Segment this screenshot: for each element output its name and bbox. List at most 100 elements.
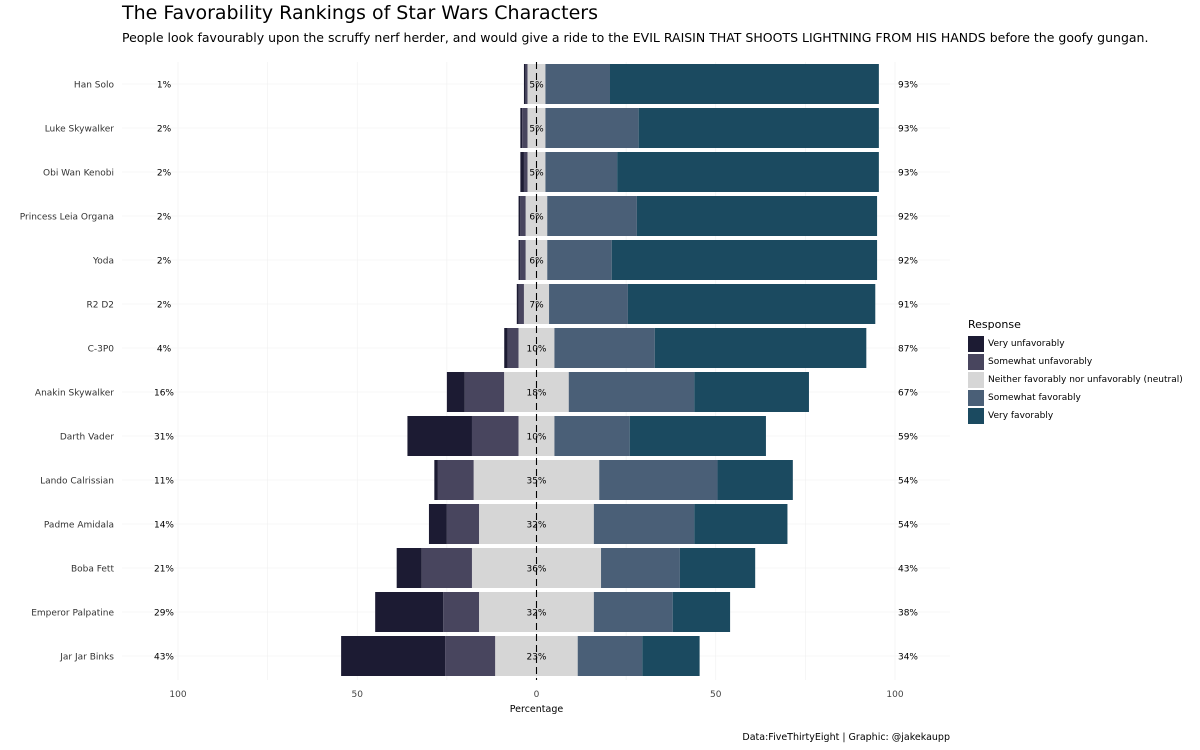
bar-segment xyxy=(654,328,867,368)
legend-item: Very favorably xyxy=(968,407,1183,425)
bar-segment xyxy=(568,372,695,412)
unfavorable-total-label: 31% xyxy=(154,433,174,443)
unfavorable-total-label: 21% xyxy=(154,565,174,575)
chart-title: The Favorability Rankings of Star Wars C… xyxy=(122,2,598,24)
bar-segment xyxy=(611,240,878,280)
legend-swatch xyxy=(968,354,984,370)
legend-item: Very unfavorably xyxy=(968,335,1183,353)
unfavorable-total-label: 2% xyxy=(157,169,172,179)
unfavorable-total-label: 11% xyxy=(154,477,174,487)
bar-segment xyxy=(694,504,788,544)
bar-segment xyxy=(443,592,480,632)
favorable-total-label: 92% xyxy=(898,213,918,223)
legend-item: Neither favorably nor unfavorably (neutr… xyxy=(968,371,1183,389)
bar-segment xyxy=(554,328,655,368)
bar-segment xyxy=(446,372,465,412)
unfavorable-total-label: 16% xyxy=(154,389,174,399)
x-tick-label: 50 xyxy=(352,690,364,700)
bar-segment xyxy=(547,196,637,236)
legend-swatch xyxy=(968,390,984,406)
bar-segment xyxy=(520,196,526,236)
category-label: Obi Wan Kenobi xyxy=(43,169,114,179)
legend: Response Very unfavorably Somewhat unfavo… xyxy=(968,318,1183,425)
category-label: Jar Jar Binks xyxy=(59,653,114,663)
bar-segment xyxy=(522,108,528,148)
bar-segment xyxy=(516,284,519,324)
unfavorable-total-label: 29% xyxy=(154,609,174,619)
favorable-total-label: 93% xyxy=(898,169,918,179)
legend-swatch xyxy=(968,336,984,352)
bar-segment xyxy=(577,636,643,676)
bar-segment xyxy=(593,504,695,544)
category-label: Princess Leia Organa xyxy=(20,213,114,223)
bar-segment xyxy=(518,284,524,324)
favorable-total-label: 43% xyxy=(898,565,918,575)
category-label: Anakin Skywalker xyxy=(35,389,114,399)
legend-label: Very favorably xyxy=(988,411,1054,421)
favorable-total-label: 91% xyxy=(898,301,918,311)
bar-segment xyxy=(375,592,444,632)
bar-segment xyxy=(471,416,519,456)
bar-segment xyxy=(617,152,879,192)
bar-segment xyxy=(601,548,680,588)
legend-label: Somewhat unfavorably xyxy=(988,357,1093,367)
unfavorable-total-label: 2% xyxy=(157,301,172,311)
unfavorable-total-label: 14% xyxy=(154,521,174,531)
bar-segment xyxy=(593,592,673,632)
category-label: Boba Fett xyxy=(71,565,115,575)
legend-title: Response xyxy=(968,318,1021,331)
legend-label: Somewhat favorably xyxy=(988,393,1081,403)
favorable-total-label: 54% xyxy=(898,521,918,531)
bar-segment xyxy=(520,240,526,280)
x-tick-label: 100 xyxy=(169,690,186,700)
legend-item: Somewhat unfavorably xyxy=(968,353,1183,371)
bar-segment xyxy=(523,152,528,192)
favorable-total-label: 93% xyxy=(898,125,918,135)
bar-segment xyxy=(445,636,496,676)
bar-segment xyxy=(672,592,731,632)
unfavorable-total-label: 1% xyxy=(157,81,172,91)
bar-segment xyxy=(636,196,878,236)
bar-segment xyxy=(545,64,610,104)
legend-label: Neither favorably nor unfavorably (neutr… xyxy=(988,375,1183,385)
favorable-total-label: 34% xyxy=(898,653,918,663)
caption: Data:FiveThirtyEight | Graphic: @jakekau… xyxy=(742,732,950,743)
bar-segment xyxy=(437,460,474,500)
favorable-total-label: 59% xyxy=(898,433,918,443)
bar-segment xyxy=(407,416,472,456)
bar-segment xyxy=(523,64,526,104)
bar-segment xyxy=(525,64,528,104)
category-label: Han Solo xyxy=(74,81,115,91)
favorable-total-label: 67% xyxy=(898,389,918,399)
legend-swatch xyxy=(968,408,984,424)
x-tick-label: 100 xyxy=(886,690,903,700)
bar-segment xyxy=(642,636,700,676)
category-label: C-3P0 xyxy=(88,345,115,355)
bar-segment xyxy=(504,328,508,368)
favorable-total-label: 93% xyxy=(898,81,918,91)
unfavorable-total-label: 2% xyxy=(157,125,172,135)
unfavorable-total-label: 2% xyxy=(157,257,172,267)
favorable-total-label: 92% xyxy=(898,257,918,267)
unfavorable-total-label: 4% xyxy=(157,345,172,355)
bar-segment xyxy=(694,372,809,412)
bar-segment xyxy=(464,372,505,412)
legend-item: Somewhat favorably xyxy=(968,389,1183,407)
bar-segment xyxy=(518,240,521,280)
category-label: Lando Calrissian xyxy=(40,477,114,487)
unfavorable-total-label: 43% xyxy=(154,653,174,663)
bar-segment xyxy=(638,108,879,148)
bar-segment xyxy=(717,460,793,500)
favorable-total-label: 87% xyxy=(898,345,918,355)
category-label: Luke Skywalker xyxy=(45,125,115,135)
category-label: R2 D2 xyxy=(87,301,115,311)
legend-label: Very unfavorably xyxy=(988,339,1065,349)
bar-segment xyxy=(545,152,618,192)
bar-segment xyxy=(446,504,480,544)
bar-segment xyxy=(421,548,472,588)
bar-segment xyxy=(434,460,438,500)
favorable-total-label: 54% xyxy=(898,477,918,487)
bar-segment xyxy=(507,328,519,368)
x-tick-label: 0 xyxy=(534,690,540,700)
